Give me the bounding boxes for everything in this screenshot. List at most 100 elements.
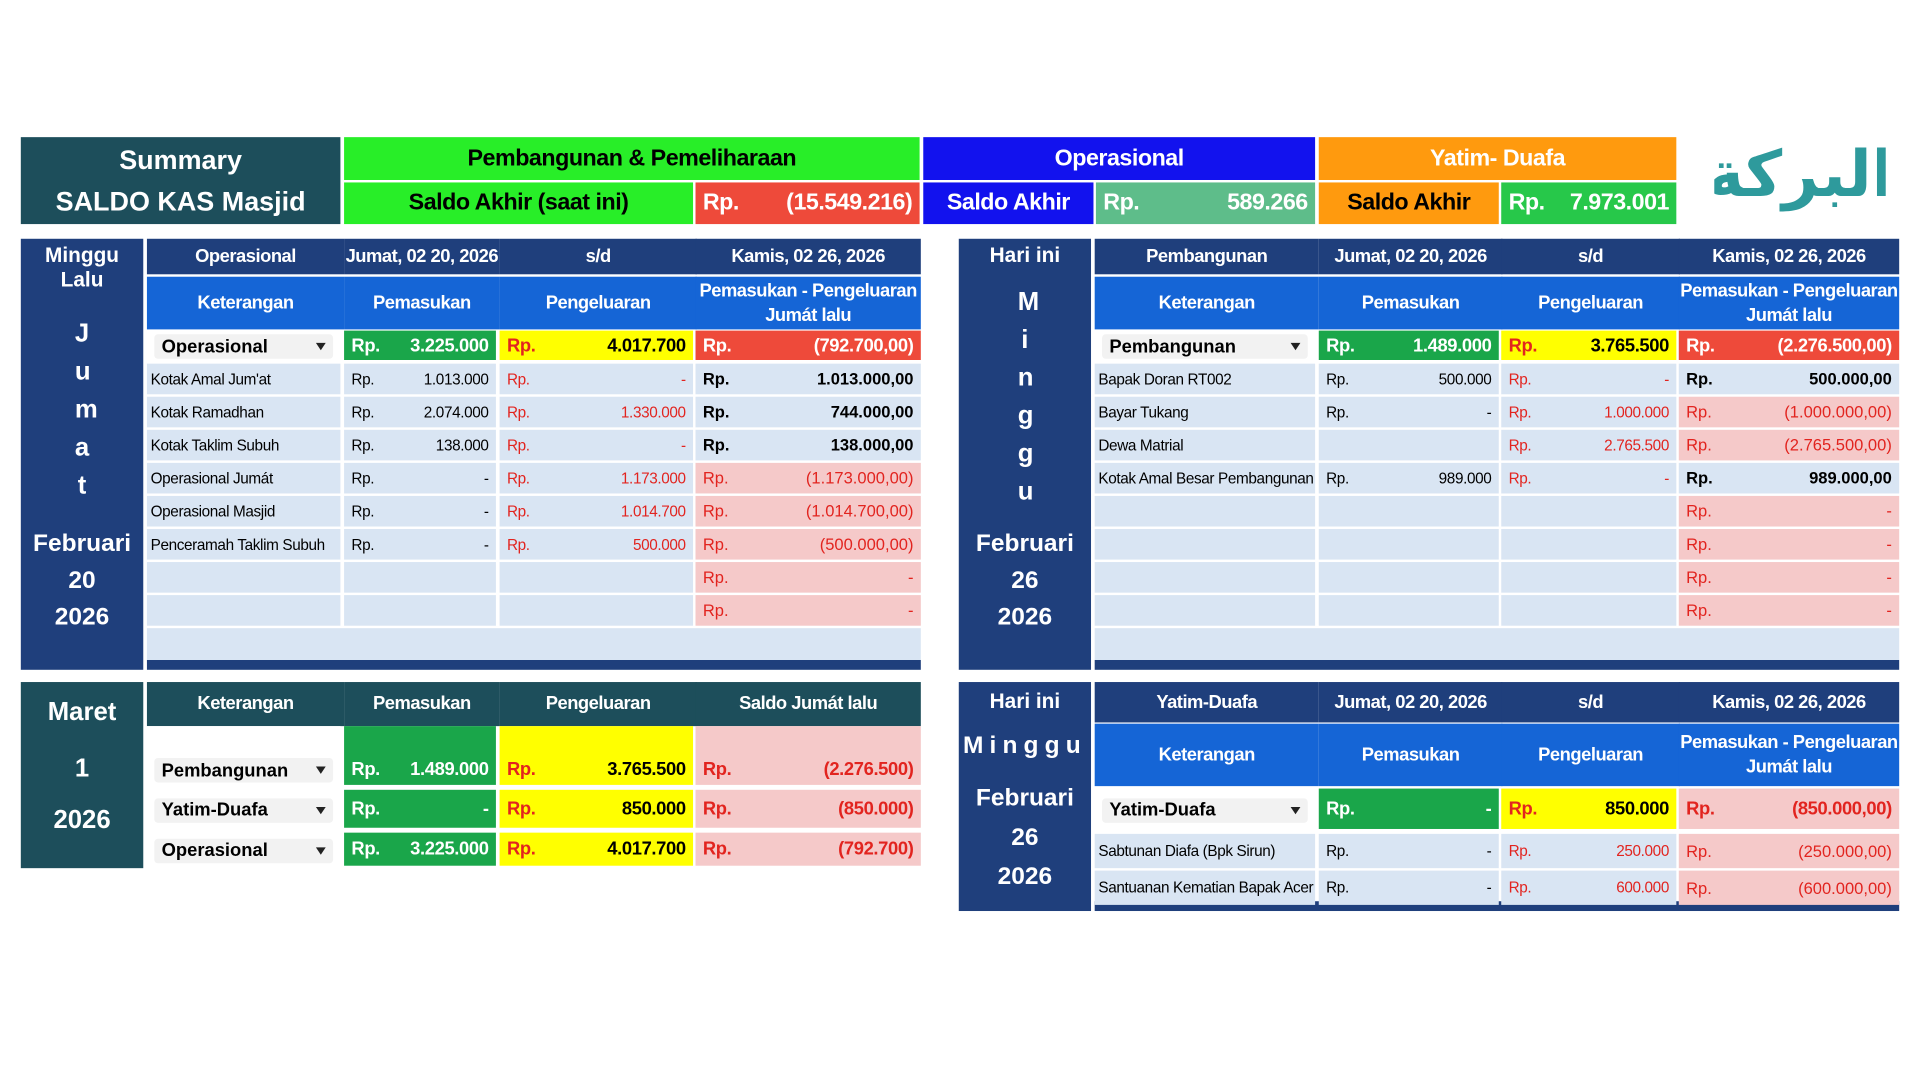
amount-cell <box>1318 595 1499 626</box>
amount-cell: Rp. (2.276.500,00) <box>1678 330 1900 360</box>
column-header-text: Pengeluaran <box>545 292 651 313</box>
amount: - <box>1664 370 1669 388</box>
description: Dewa Matrial <box>1098 436 1184 454</box>
description-cell <box>1094 528 1316 560</box>
amount: - <box>483 469 489 487</box>
currency: Rp. <box>1508 469 1532 487</box>
fund-balance: Rp. 7.973.001 <box>1501 182 1677 225</box>
currency: Rp. <box>351 334 380 356</box>
amount-cell: Rp. 1.000.000 <box>1501 396 1677 428</box>
dropdown[interactable]: Operasional <box>154 334 334 359</box>
table-fill <box>146 628 921 660</box>
amount-cell <box>1318 528 1499 560</box>
amount-cell: Rp. (2.276.500) <box>695 726 921 785</box>
amount: - <box>1886 502 1892 521</box>
currency: Rp. <box>1326 798 1355 820</box>
description-cell: Kotak Taklim Subuh <box>146 429 341 461</box>
amount: 600.000 <box>1616 879 1669 897</box>
currency: Rp. <box>506 334 536 356</box>
currency: Rp. <box>1686 535 1712 554</box>
amount-cell: Rp. 4.017.700 <box>499 832 694 866</box>
currency: Rp. <box>702 798 732 820</box>
dropdown[interactable]: Yatim-Duafa <box>154 797 334 823</box>
column-header-text: Keterangan <box>197 693 294 714</box>
period-text: Kamis, 02 26, 2026 <box>1712 246 1866 267</box>
amount-cell: Rp. - <box>1318 833 1499 869</box>
difference-cell: Rp. - <box>1678 595 1900 626</box>
amount: (2.765.500,00) <box>1784 435 1892 455</box>
currency: Rp. <box>1508 370 1532 388</box>
date-sidebar: Maret 1 2026 <box>20 682 144 869</box>
table-footer <box>1094 901 1900 912</box>
amount-cell: Rp. (792.700,00) <box>695 330 921 360</box>
amount: 850.000 <box>621 798 686 820</box>
period-cell: Kamis, 02 26, 2026 <box>1678 682 1900 723</box>
amount-cell: Rp. - <box>1501 363 1677 395</box>
sidebar-heading: Hari ini <box>989 689 1061 713</box>
description: Santuanan Kematian Bapak Acer <box>1098 879 1314 897</box>
amount-cell: Rp. 600.000 <box>1501 870 1677 905</box>
difference-cell: Rp. 744.000,00 <box>695 396 921 428</box>
difference-cell: Rp. (1.014.700,00) <box>695 495 921 527</box>
currency: Rp. <box>1686 568 1712 587</box>
description-cell <box>146 562 341 593</box>
sidebar-year: 2026 <box>54 603 110 631</box>
column-header-text: Pengeluaran <box>545 693 651 714</box>
difference-cell: Rp. (1.173.000,00) <box>695 462 921 494</box>
dropdown-value: Yatim-Duafa <box>161 799 268 821</box>
dropdown[interactable]: Pembangunan <box>1102 334 1308 359</box>
currency: Rp. <box>1686 502 1712 521</box>
sidebar-date: Februari 20 2026 <box>33 525 131 635</box>
column-header-text: Pemasukan <box>372 292 471 313</box>
column-header-text: Keterangan <box>1158 743 1256 765</box>
amount: 4.017.700 <box>607 838 686 860</box>
difference-cell: Rp. - <box>695 562 921 593</box>
column-header-text: Keterangan <box>197 292 294 313</box>
dropdown[interactable]: Yatim-Duafa <box>1102 797 1308 823</box>
amount: 989.000 <box>1438 469 1492 487</box>
date-sidebar: Minggu Lalu Jumat Februari 20 2026 <box>20 238 144 670</box>
dropdown[interactable]: Pembangunan <box>154 757 334 783</box>
column-header: Keterangan <box>1094 276 1319 330</box>
amount-cell <box>1318 562 1499 593</box>
period-cell: Kamis, 02 26, 2026 <box>695 238 921 275</box>
column-header: Pengeluaran <box>499 682 697 727</box>
description-cell <box>1094 595 1316 626</box>
fund-name-text: Yatim- Duafa <box>1430 145 1566 171</box>
amount: 250.000 <box>1616 842 1669 860</box>
amount: (2.276.500) <box>823 758 914 780</box>
amount: (15.549.216) <box>786 189 913 216</box>
amount-cell: Rp. 1.014.700 <box>499 495 694 527</box>
column-header-text: Pemasukan - Pengeluaran Jumát lalu <box>699 279 917 326</box>
period-cell: s/d <box>499 238 697 275</box>
amount-cell: Rp. - <box>1318 396 1499 428</box>
difference-cell: Rp. - <box>1678 495 1900 527</box>
currency: Rp. <box>702 502 729 521</box>
amount: 989.000,00 <box>1809 468 1892 488</box>
currency: Rp. <box>506 436 530 454</box>
column-header-text: Pemasukan <box>1361 743 1460 765</box>
amount-cell <box>499 562 694 593</box>
period-text: Yatim-Duafa <box>1156 691 1258 713</box>
amount-cell: Rp. 3.225.000 <box>344 330 496 360</box>
currency: Rp. <box>1508 189 1546 216</box>
sidebar-date-num: 20 <box>68 566 96 594</box>
column-header: Pemasukan - Pengeluaran Jumát lalu <box>1678 723 1900 787</box>
difference-cell: Rp. (250.000,00) <box>1678 833 1900 869</box>
description-cell: Bayar Tukang <box>1094 396 1316 428</box>
description: Kotak Amal Besar Pembangunan <box>1098 469 1314 487</box>
currency: Rp. <box>1686 878 1712 897</box>
sidebar-day: Minggu <box>963 732 1087 760</box>
sidebar-heading: Hari ini <box>989 243 1061 267</box>
amount-cell <box>1318 495 1499 527</box>
amount-cell: Rp. - <box>1318 870 1499 905</box>
dropdown[interactable]: Operasional <box>154 838 334 863</box>
amount-cell <box>1501 528 1677 560</box>
sidebar-date-num: 26 <box>1011 824 1039 852</box>
currency: Rp. <box>1508 798 1538 820</box>
amount: 138.000,00 <box>830 435 914 455</box>
currency: Rp. <box>506 502 530 520</box>
dropdown-cell: Yatim-Duafa <box>146 789 341 831</box>
period-text: Operasional <box>195 246 296 267</box>
period-text: Pembangunan <box>1146 246 1268 267</box>
